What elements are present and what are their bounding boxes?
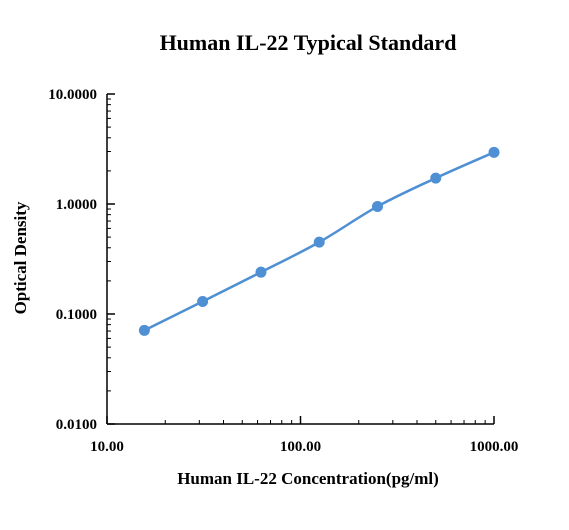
x-axis-label: Human IL-22 Concentration(pg/ml) [177, 469, 439, 488]
chart-title: Human IL-22 Typical Standard [160, 30, 457, 55]
data-point [488, 146, 500, 158]
y-tick-label: 0.1000 [56, 307, 97, 323]
y-ticks: 0.0100 0.1000 1.0000 10.0000 [48, 87, 115, 433]
y-tick-label: 1.0000 [56, 197, 97, 213]
data-point [197, 295, 209, 307]
series [138, 146, 500, 336]
x-tick-label: 1000.00 [470, 439, 519, 455]
data-point [255, 266, 267, 278]
data-point [430, 172, 442, 184]
x-tick-label: 100.00 [280, 439, 321, 455]
data-point [372, 200, 384, 212]
x-tick-label: 10.00 [90, 439, 124, 455]
y-tick-label: 10.0000 [48, 87, 97, 103]
y-axis-label: Optical Density [11, 201, 30, 314]
data-point [313, 236, 325, 248]
axes [106, 94, 494, 425]
y-tick-label: 0.0100 [56, 417, 97, 433]
x-ticks: 10.00 100.00 1000.00 [90, 416, 518, 455]
data-point [138, 324, 150, 336]
